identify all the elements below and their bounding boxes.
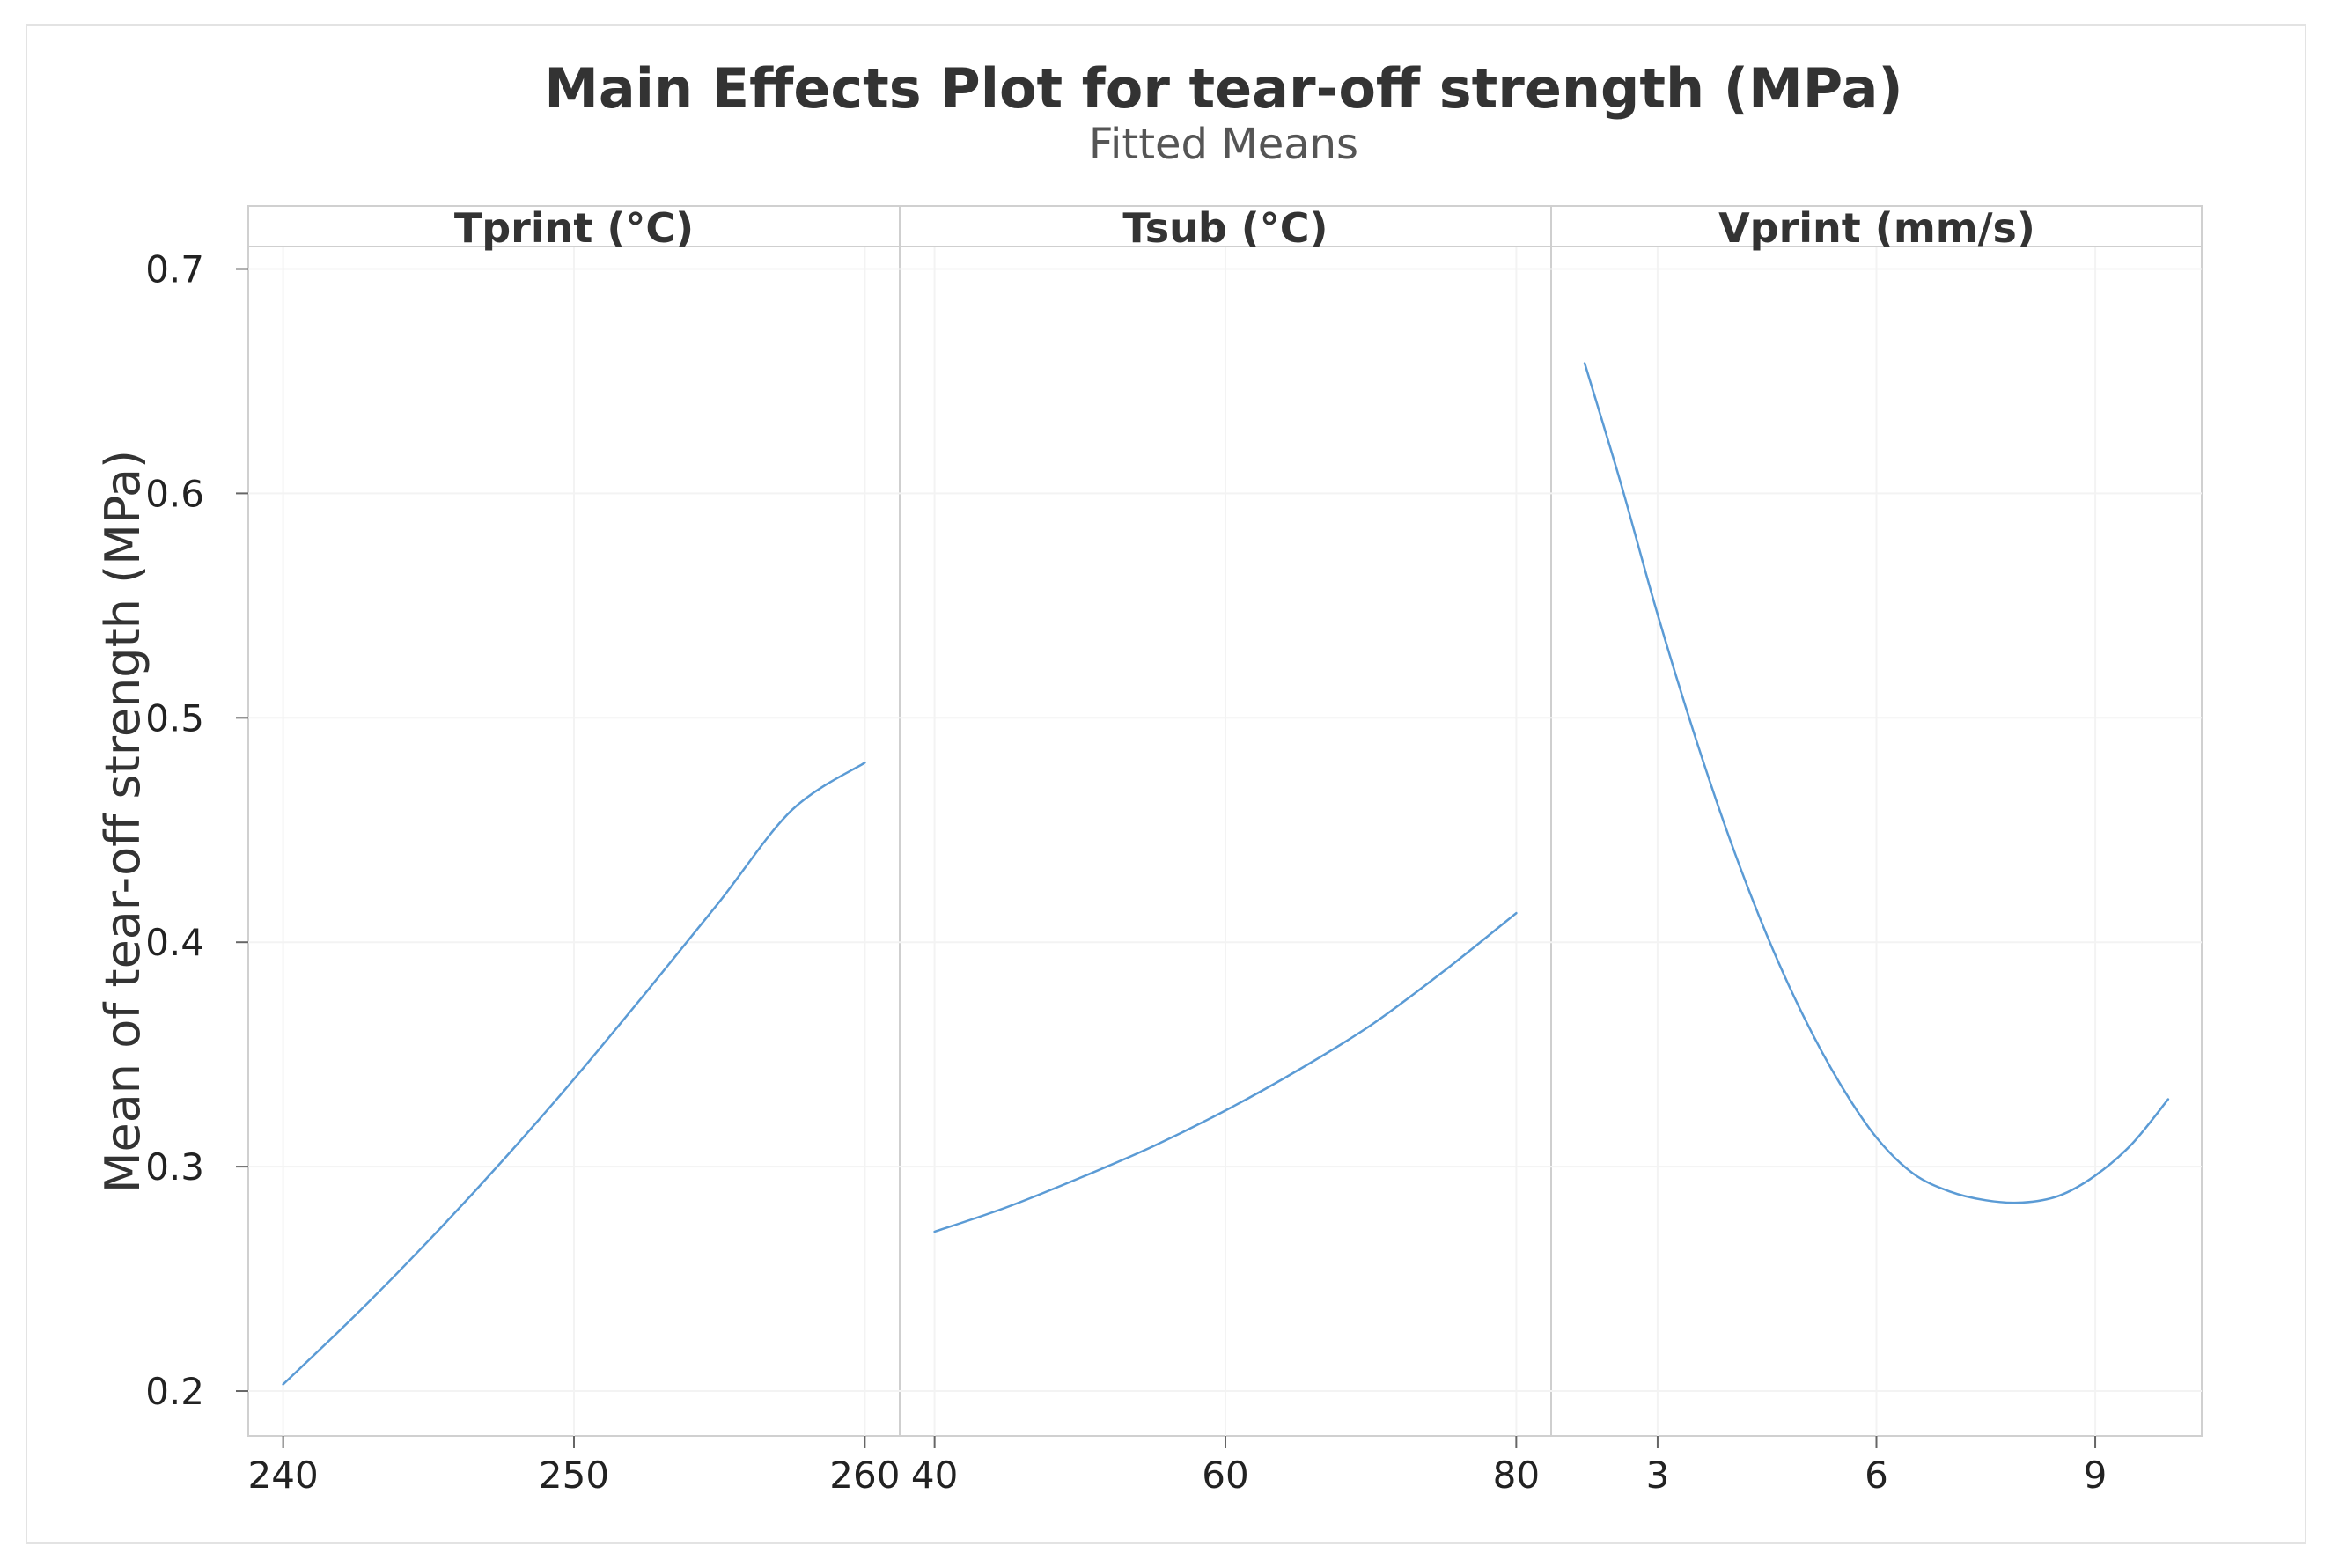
x-tick-label: 6 (1865, 1454, 1888, 1497)
series-layer (282, 362, 2170, 1386)
x-tick-label: 40 (911, 1454, 958, 1497)
x-tick-label: 3 (1646, 1454, 1670, 1497)
series-line-tsub (933, 911, 1518, 1233)
figure-frame (26, 24, 2306, 1544)
series-line-tprint (282, 762, 866, 1386)
x-tick-label: 60 (1202, 1454, 1248, 1497)
x-tick-label: 240 (248, 1454, 319, 1497)
series-line-vprint (1583, 362, 2170, 1204)
y-tick-label: 0.2 (145, 1370, 204, 1413)
chart-title: Main Effects Plot for tear-off strength … (544, 56, 1903, 121)
grid-layer (248, 247, 2202, 1436)
panel-label-vprint: Vprint (mm/s) (1718, 204, 2035, 252)
x-tick-label: 80 (1493, 1454, 1540, 1497)
y-tick-label: 0.4 (145, 921, 204, 964)
x-tick-label: 9 (2084, 1454, 2108, 1497)
x-tick-label: 250 (539, 1454, 609, 1497)
y-tick-label: 0.5 (145, 696, 204, 740)
axis-layer: 0.2 0.3 0.4 0.5 0.6 0.7 240 250 260 40 60 80 3 6 9 (145, 247, 2107, 1497)
y-tick-label: 0.7 (145, 247, 204, 291)
y-axis-title: Mean of tear-off strength (MPa) (95, 450, 151, 1193)
y-tick-label: 0.3 (145, 1145, 204, 1189)
chart-subtitle: Fitted Means (1089, 120, 1358, 169)
panel-label-tsub: Tsub (°C) (1122, 204, 1328, 252)
panel-label-tprint: Tprint (°C) (454, 204, 694, 252)
y-tick-label: 0.6 (145, 472, 204, 515)
x-tick-label: 260 (829, 1454, 900, 1497)
